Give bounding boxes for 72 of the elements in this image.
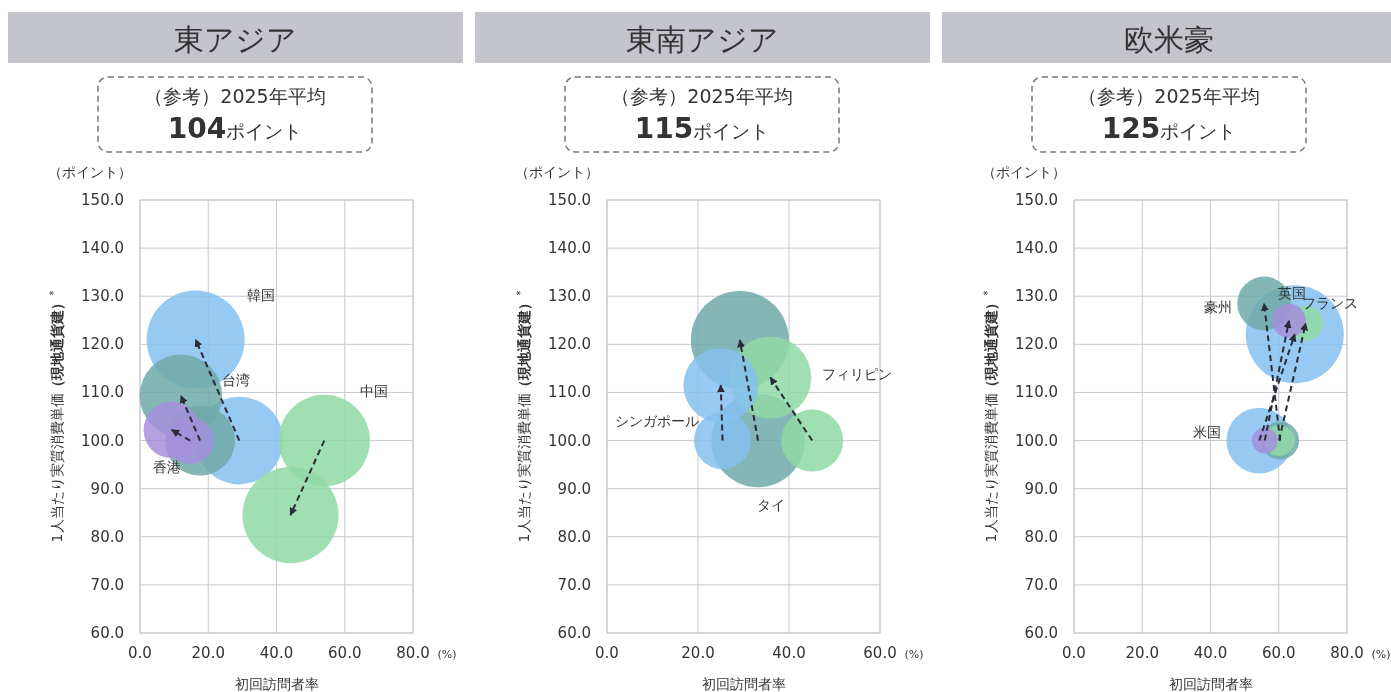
- text: （ポイント）: [48, 164, 132, 180]
- y-tick-label: 70.0: [90, 575, 124, 594]
- x-tick-label: 80.0: [1330, 644, 1364, 662]
- y-tick-label: 90.0: [90, 479, 124, 498]
- text: (%): [1371, 648, 1391, 661]
- text: （ポイント）: [982, 164, 1066, 180]
- chart-subtitle: （参考）2025年平均: [611, 85, 793, 107]
- y-tick-label: 140.0: [548, 239, 591, 258]
- series-label: 韓国: [247, 287, 275, 303]
- x-tick-label: 40.0: [259, 644, 294, 662]
- y-tick-label: 110.0: [548, 383, 591, 402]
- y-tick-label: 60.0: [1024, 624, 1058, 642]
- y-tick-label: 120.0: [548, 335, 591, 354]
- y-tick-label: 70.0: [1024, 575, 1058, 594]
- chart-subtitle: （参考）2025年平均: [144, 85, 326, 107]
- x-tick-label: 0.0: [595, 644, 619, 662]
- y-tick-label: 150.0: [1015, 191, 1058, 209]
- chart-title: 欧米豪: [1124, 22, 1214, 57]
- x-tick-label: 0.0: [1062, 644, 1086, 662]
- y-tick-label: 80.0: [557, 527, 591, 546]
- y-tick-label: 130.0: [81, 287, 124, 306]
- x-axis-title: 初回訪問者率: [234, 676, 319, 692]
- series-label: 中国: [360, 383, 388, 399]
- x-tick-label: 80.0: [396, 644, 430, 662]
- y-tick-label: 90.0: [1024, 479, 1058, 498]
- y-tick-label: 80.0: [1024, 527, 1058, 546]
- series-label: 香港: [153, 459, 181, 475]
- series-label: 英国: [1278, 285, 1306, 301]
- y-tick-label: 100.0: [1015, 431, 1058, 450]
- y-tick-label: 110.0: [81, 383, 124, 402]
- y-tick-label: 70.0: [557, 575, 591, 594]
- series-label: 台湾: [222, 372, 250, 388]
- y-tick-label: 150.0: [81, 191, 124, 209]
- y-tick-label: 130.0: [1015, 287, 1058, 306]
- y-tick-label: 140.0: [1015, 239, 1058, 258]
- x-tick-label: 60.0: [1262, 644, 1296, 662]
- y-tick-label: 100.0: [81, 431, 124, 450]
- y-tick-label: 110.0: [1015, 383, 1058, 402]
- series-label: 米国: [1193, 424, 1221, 440]
- y-tick-label: 60.0: [90, 624, 124, 642]
- series-label: タイ: [757, 497, 785, 513]
- text: 125ポイント: [1101, 112, 1237, 145]
- x-axis-title: 初回訪問者率: [701, 676, 786, 692]
- x-tick-label: 20.0: [681, 644, 715, 662]
- series-label: フィリピン: [822, 366, 892, 382]
- y-tick-label: 90.0: [557, 479, 591, 498]
- y-tick-label: 140.0: [81, 239, 124, 258]
- y-tick-label: 80.0: [90, 527, 124, 546]
- chart-title: 東アジア: [173, 22, 297, 57]
- text: （ポイント）: [515, 164, 599, 180]
- text: 104ポイント: [167, 112, 303, 145]
- series-label: シンガポール: [615, 413, 699, 429]
- chart-subtitle: （参考）2025年平均: [1078, 85, 1260, 107]
- series-label: 豪州: [1204, 299, 1232, 315]
- text: 115ポイント: [634, 112, 770, 145]
- x-tick-label: 20.0: [1125, 644, 1159, 662]
- text: (%): [904, 648, 924, 661]
- x-tick-label: 0.0: [128, 644, 152, 662]
- y-tick-label: 120.0: [1015, 335, 1058, 354]
- x-tick-label: 40.0: [772, 644, 806, 662]
- x-tick-label: 40.0: [1193, 644, 1228, 662]
- x-tick-label: 60.0: [863, 644, 897, 662]
- x-axis-title: 初回訪問者率: [1168, 676, 1253, 692]
- y-tick-label: 100.0: [548, 431, 591, 450]
- y-tick-label: 60.0: [557, 624, 591, 642]
- y-tick-label: 120.0: [81, 335, 124, 354]
- y-tick-label: 130.0: [548, 287, 591, 306]
- x-tick-label: 20.0: [191, 644, 225, 662]
- chart-title: 東南アジア: [625, 22, 779, 57]
- x-tick-label: 60.0: [328, 644, 362, 662]
- text: (%): [437, 648, 457, 661]
- y-tick-label: 150.0: [548, 191, 591, 209]
